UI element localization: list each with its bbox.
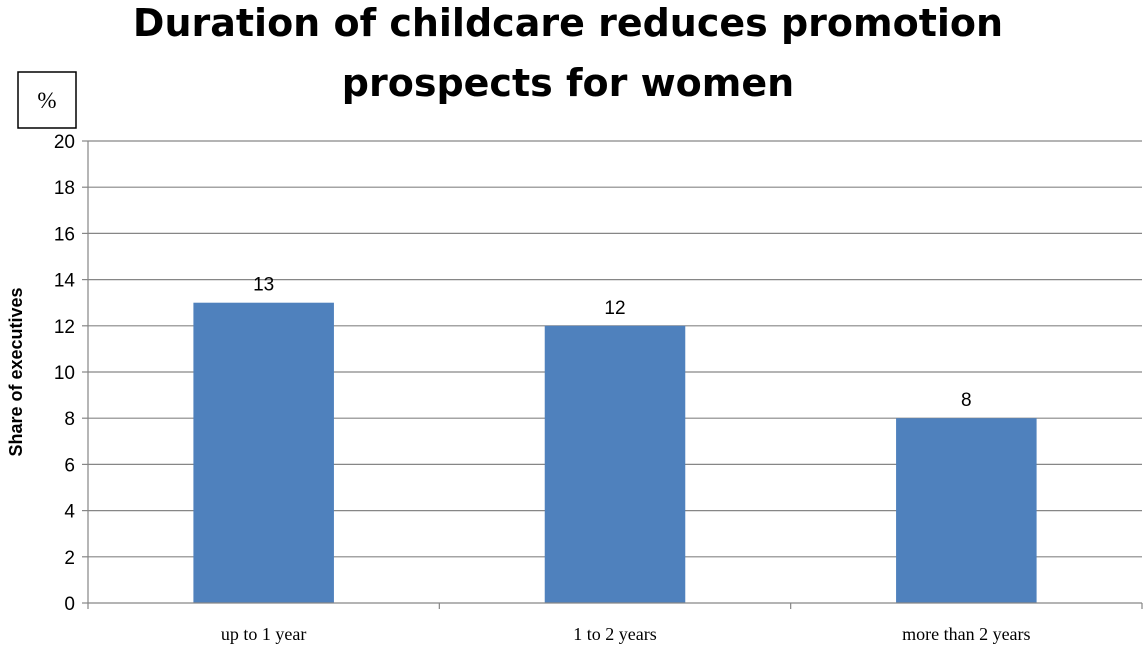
y-tick-label: 16: [54, 224, 75, 245]
unit-label-box: [17, 71, 77, 129]
y-tick-label: 20: [54, 132, 75, 153]
bar: [193, 302, 334, 603]
x-category-label: 1 to 2 years: [573, 624, 656, 644]
y-tick-label: 6: [64, 455, 75, 476]
y-tick-label: 12: [54, 317, 75, 338]
chart-title-line-1: Duration of childcare reduces promotion: [133, 1, 1003, 45]
y-tick-label: 18: [54, 178, 75, 199]
bar: [896, 418, 1037, 603]
y-tick-label: 2: [64, 548, 75, 569]
x-category-label: more than 2 years: [902, 624, 1030, 644]
y-axis-title: Share of executives: [6, 287, 26, 456]
unit-label: %: [37, 88, 56, 113]
y-tick-label: 10: [54, 363, 75, 384]
y-tick-label: 0: [64, 594, 75, 615]
y-tick-label: 8: [64, 409, 75, 430]
data-label: 8: [961, 390, 972, 411]
x-category-label: up to 1 year: [221, 624, 306, 644]
chart-title-line-2: prospects for women: [342, 61, 794, 105]
bar: [544, 325, 686, 603]
y-tick-label: 14: [54, 271, 76, 292]
y-tick-label: 4: [64, 502, 75, 523]
data-label: 13: [253, 275, 274, 296]
data-label: 12: [604, 298, 625, 319]
